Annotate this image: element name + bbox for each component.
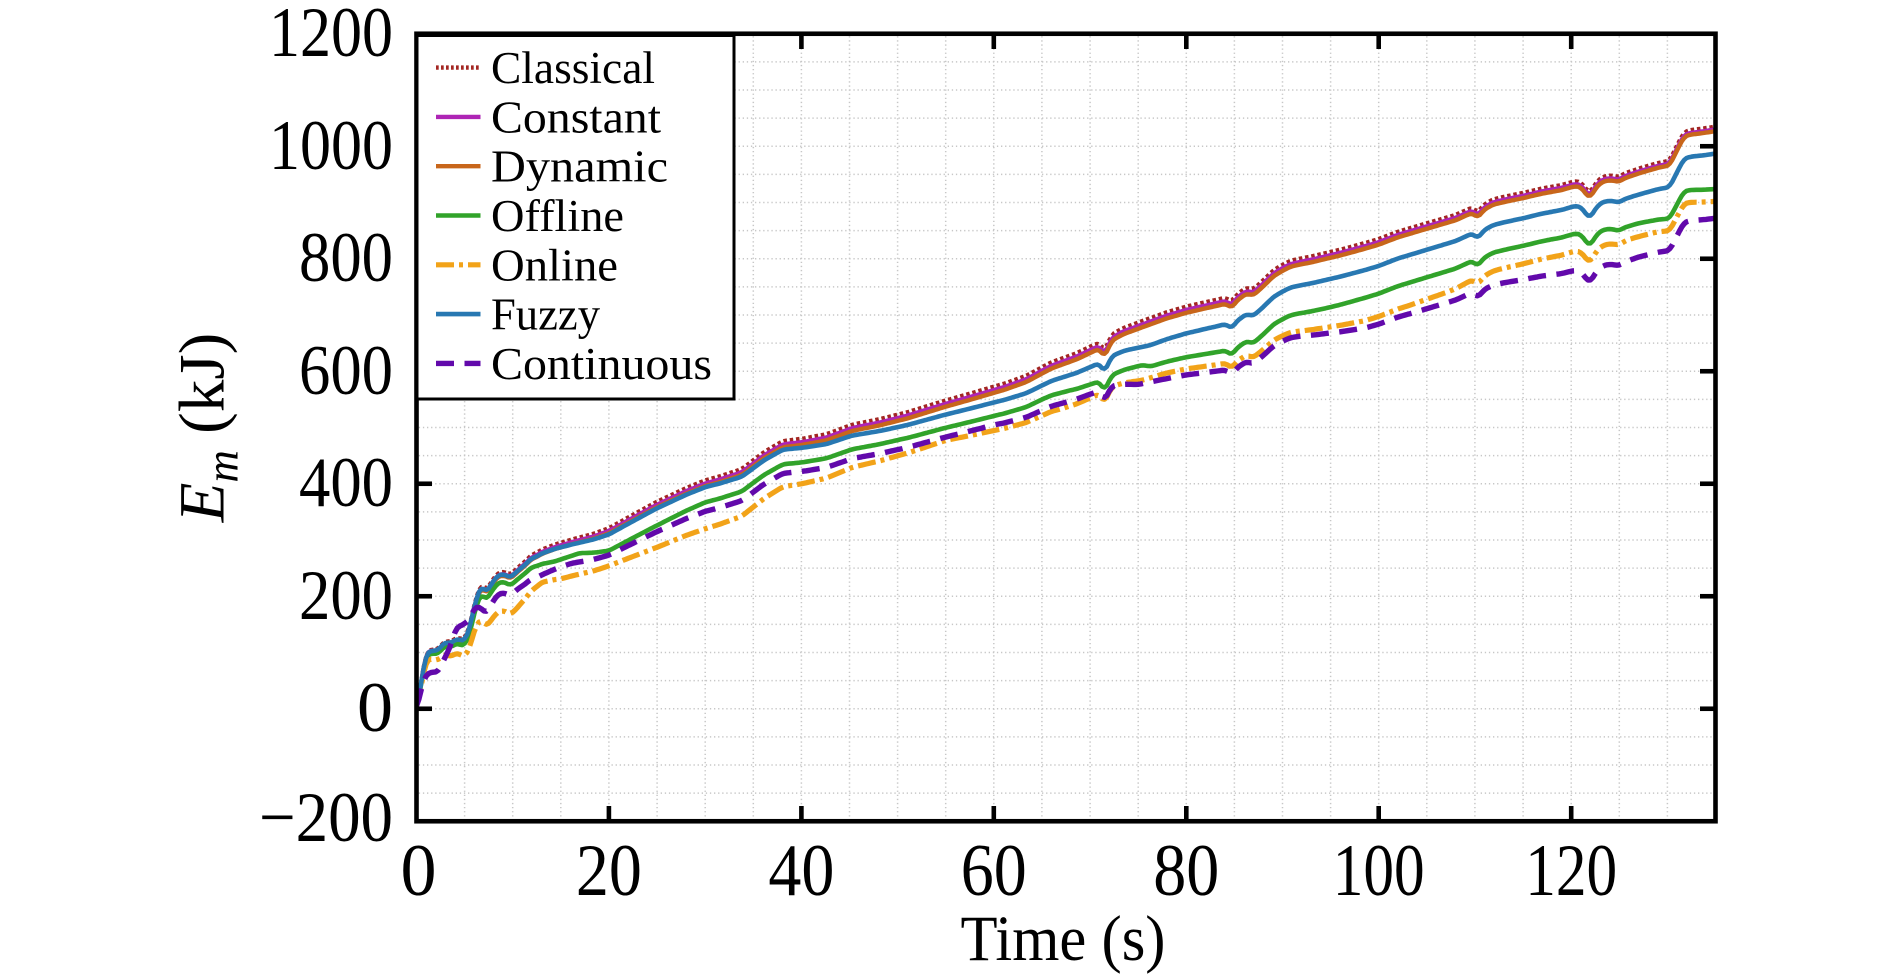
svg-text:0: 0 xyxy=(401,830,437,912)
svg-text:0: 0 xyxy=(357,669,393,747)
svg-text:Time (s): Time (s) xyxy=(961,903,1166,975)
svg-text:Continuous: Continuous xyxy=(491,339,712,389)
svg-text:60: 60 xyxy=(961,830,1027,912)
svg-text:400: 400 xyxy=(299,444,393,522)
svg-text:100: 100 xyxy=(1333,830,1425,912)
svg-text:Classical: Classical xyxy=(491,43,655,93)
svg-text:Constant: Constant xyxy=(491,92,662,142)
svg-text:20: 20 xyxy=(576,830,642,912)
svg-text:Fuzzy: Fuzzy xyxy=(491,290,600,340)
svg-text:800: 800 xyxy=(299,219,393,297)
svg-text:1200: 1200 xyxy=(269,0,393,72)
svg-text:Em (kJ): Em (kJ) xyxy=(167,333,248,524)
svg-text:Online: Online xyxy=(491,240,618,290)
svg-text:Offline: Offline xyxy=(491,191,624,241)
svg-text:Dynamic: Dynamic xyxy=(491,142,668,192)
svg-text:−200: −200 xyxy=(259,779,393,857)
svg-text:40: 40 xyxy=(768,830,834,912)
svg-text:120: 120 xyxy=(1525,830,1617,912)
svg-text:80: 80 xyxy=(1153,830,1219,912)
svg-text:600: 600 xyxy=(299,332,393,410)
svg-text:200: 200 xyxy=(299,557,393,635)
svg-text:1000: 1000 xyxy=(269,107,393,185)
